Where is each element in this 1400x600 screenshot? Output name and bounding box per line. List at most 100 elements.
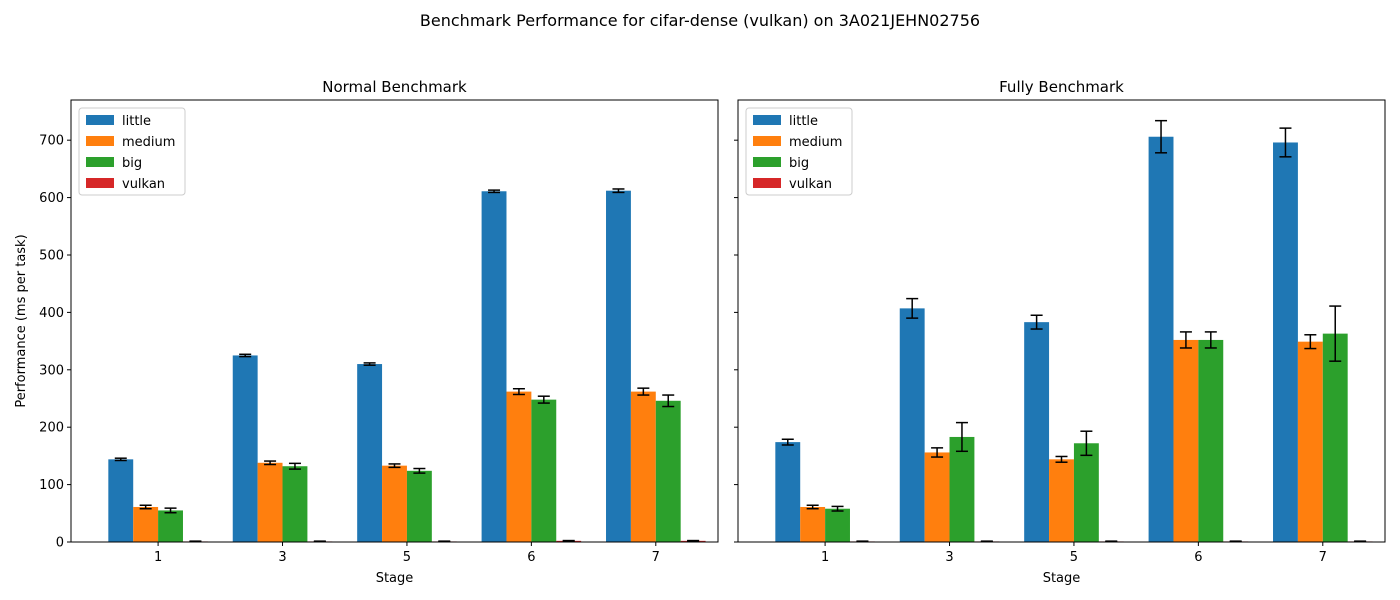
errorbar-little-stage-5 bbox=[1030, 314, 1043, 330]
bar-medium-stage-5 bbox=[382, 465, 407, 542]
bar-medium-stage-1 bbox=[800, 506, 826, 542]
bar-little-stage-7 bbox=[1273, 142, 1298, 543]
legend-swatch-big bbox=[753, 157, 781, 167]
errorbar-big-stage-1 bbox=[164, 507, 177, 514]
bar-big-stage-1 bbox=[825, 508, 850, 542]
errorbar-medium-stage-5 bbox=[1055, 455, 1068, 463]
errorbar-medium-stage-6 bbox=[512, 387, 525, 396]
errorbar-little-stage-7 bbox=[1279, 127, 1292, 158]
x-tick-label: 3 bbox=[278, 550, 286, 565]
errorbar-medium-stage-6 bbox=[1179, 331, 1192, 349]
x-tick-label: 7 bbox=[652, 550, 660, 565]
legend-label-little: little bbox=[789, 114, 818, 129]
errorbar-medium-stage-7 bbox=[1304, 334, 1317, 350]
errorbar-little-stage-7 bbox=[612, 188, 625, 194]
y-tick-label: 200 bbox=[39, 421, 64, 436]
bar-big-stage-3 bbox=[282, 466, 308, 542]
errorbar-little-stage-1 bbox=[781, 438, 794, 446]
x-axis-label: Stage bbox=[1043, 571, 1081, 586]
legend-swatch-vulkan bbox=[86, 178, 114, 188]
y-tick-label: 400 bbox=[39, 306, 64, 321]
legend-label-big: big bbox=[789, 156, 809, 171]
legend-label-medium: medium bbox=[789, 135, 842, 150]
bar-big-stage-7 bbox=[655, 400, 681, 542]
bar-medium-stage-3 bbox=[924, 452, 950, 542]
axes-frame bbox=[737, 99, 1386, 543]
x-tick-label: 6 bbox=[527, 550, 535, 565]
bar-little-stage-3 bbox=[899, 308, 925, 542]
errorbar-medium-stage-3 bbox=[931, 447, 944, 458]
y-tick-label: 100 bbox=[39, 478, 64, 493]
bar-little-stage-5 bbox=[1024, 322, 1050, 542]
panel-title: Normal Benchmark bbox=[322, 78, 467, 96]
x-tick-label: 5 bbox=[403, 550, 411, 565]
errorbar-big-stage-6 bbox=[537, 395, 550, 404]
figure-suptitle: Benchmark Performance for cifar-dense (v… bbox=[420, 11, 980, 30]
errorbar-medium-stage-1 bbox=[139, 504, 152, 510]
x-tick-label: 1 bbox=[821, 550, 829, 565]
bar-medium-stage-6 bbox=[1173, 339, 1199, 542]
bar-big-stage-5 bbox=[406, 470, 432, 542]
errorbar-big-stage-5 bbox=[1080, 430, 1093, 457]
legend-box bbox=[78, 107, 186, 196]
x-tick-label: 5 bbox=[1070, 550, 1078, 565]
bar-big-stage-1 bbox=[158, 510, 183, 542]
x-tick-label: 3 bbox=[945, 550, 953, 565]
bar-big-stage-6 bbox=[531, 399, 557, 542]
errorbar-medium-stage-1 bbox=[806, 504, 819, 510]
y-tick-label: 300 bbox=[39, 363, 64, 378]
bar-little-stage-1 bbox=[775, 442, 801, 542]
errorbar-medium-stage-5 bbox=[388, 463, 401, 469]
errorbar-little-stage-6 bbox=[488, 189, 501, 194]
bar-medium-stage-3 bbox=[257, 462, 283, 542]
errorbar-big-stage-7 bbox=[1329, 305, 1342, 362]
legend-box bbox=[745, 107, 853, 196]
panel-title: Fully Benchmark bbox=[999, 78, 1124, 96]
legend-label-vulkan: vulkan bbox=[122, 177, 165, 192]
errorbar-medium-stage-3 bbox=[264, 460, 277, 466]
chart-panel-2: Fully Benchmark 1 3 5 6 7 Stage little medium big… bbox=[734, 78, 1386, 586]
errorbar-big-stage-6 bbox=[1204, 331, 1217, 349]
y-axis-label: Performance (ms per task) bbox=[14, 234, 29, 407]
legend-swatch-medium bbox=[753, 136, 781, 146]
errorbar-big-stage-3 bbox=[288, 462, 301, 470]
errorbar-vulkan-stage-6 bbox=[562, 539, 575, 542]
bar-little-stage-1 bbox=[108, 459, 134, 542]
y-tick-label: 500 bbox=[39, 248, 64, 263]
errorbar-big-stage-7 bbox=[662, 394, 675, 408]
bar-medium-stage-6 bbox=[506, 391, 532, 542]
bar-big-stage-5 bbox=[1073, 443, 1099, 542]
bar-big-stage-7 bbox=[1322, 333, 1348, 542]
bar-little-stage-7 bbox=[606, 190, 631, 542]
y-tick-label: 600 bbox=[39, 191, 64, 206]
bar-big-stage-3 bbox=[949, 436, 975, 542]
axes-frame bbox=[70, 99, 719, 543]
legend-swatch-little bbox=[86, 115, 114, 125]
bar-medium-stage-5 bbox=[1049, 459, 1074, 542]
errorbar-little-stage-5 bbox=[363, 362, 376, 366]
legend-label-vulkan: vulkan bbox=[789, 177, 832, 192]
legend-label-big: big bbox=[122, 156, 142, 171]
errorbar-big-stage-3 bbox=[955, 421, 968, 453]
errorbar-vulkan-stage-7 bbox=[687, 539, 700, 542]
bar-little-stage-5 bbox=[357, 364, 383, 542]
x-tick-label: 6 bbox=[1194, 550, 1202, 565]
errorbar-little-stage-6 bbox=[1155, 119, 1168, 154]
chart-panel-1: Normal Benchmark 0 100 200 300 400 500 600 700 1 3… bbox=[14, 78, 719, 586]
errorbar-medium-stage-7 bbox=[637, 387, 650, 396]
errorbar-little-stage-3 bbox=[239, 353, 252, 358]
x-tick-label: 1 bbox=[154, 550, 162, 565]
bar-medium-stage-7 bbox=[630, 391, 656, 542]
bar-little-stage-6 bbox=[481, 191, 507, 542]
x-axis-label: Stage bbox=[376, 571, 414, 586]
legend-swatch-vulkan bbox=[753, 178, 781, 188]
bar-little-stage-3 bbox=[232, 355, 258, 542]
legend-label-medium: medium bbox=[122, 135, 175, 150]
bar-big-stage-6 bbox=[1198, 339, 1224, 542]
legend-swatch-little bbox=[753, 115, 781, 125]
bar-medium-stage-1 bbox=[133, 506, 159, 542]
errorbar-big-stage-5 bbox=[413, 467, 426, 474]
errorbar-big-stage-1 bbox=[831, 505, 844, 512]
y-tick-label: 700 bbox=[39, 134, 64, 149]
